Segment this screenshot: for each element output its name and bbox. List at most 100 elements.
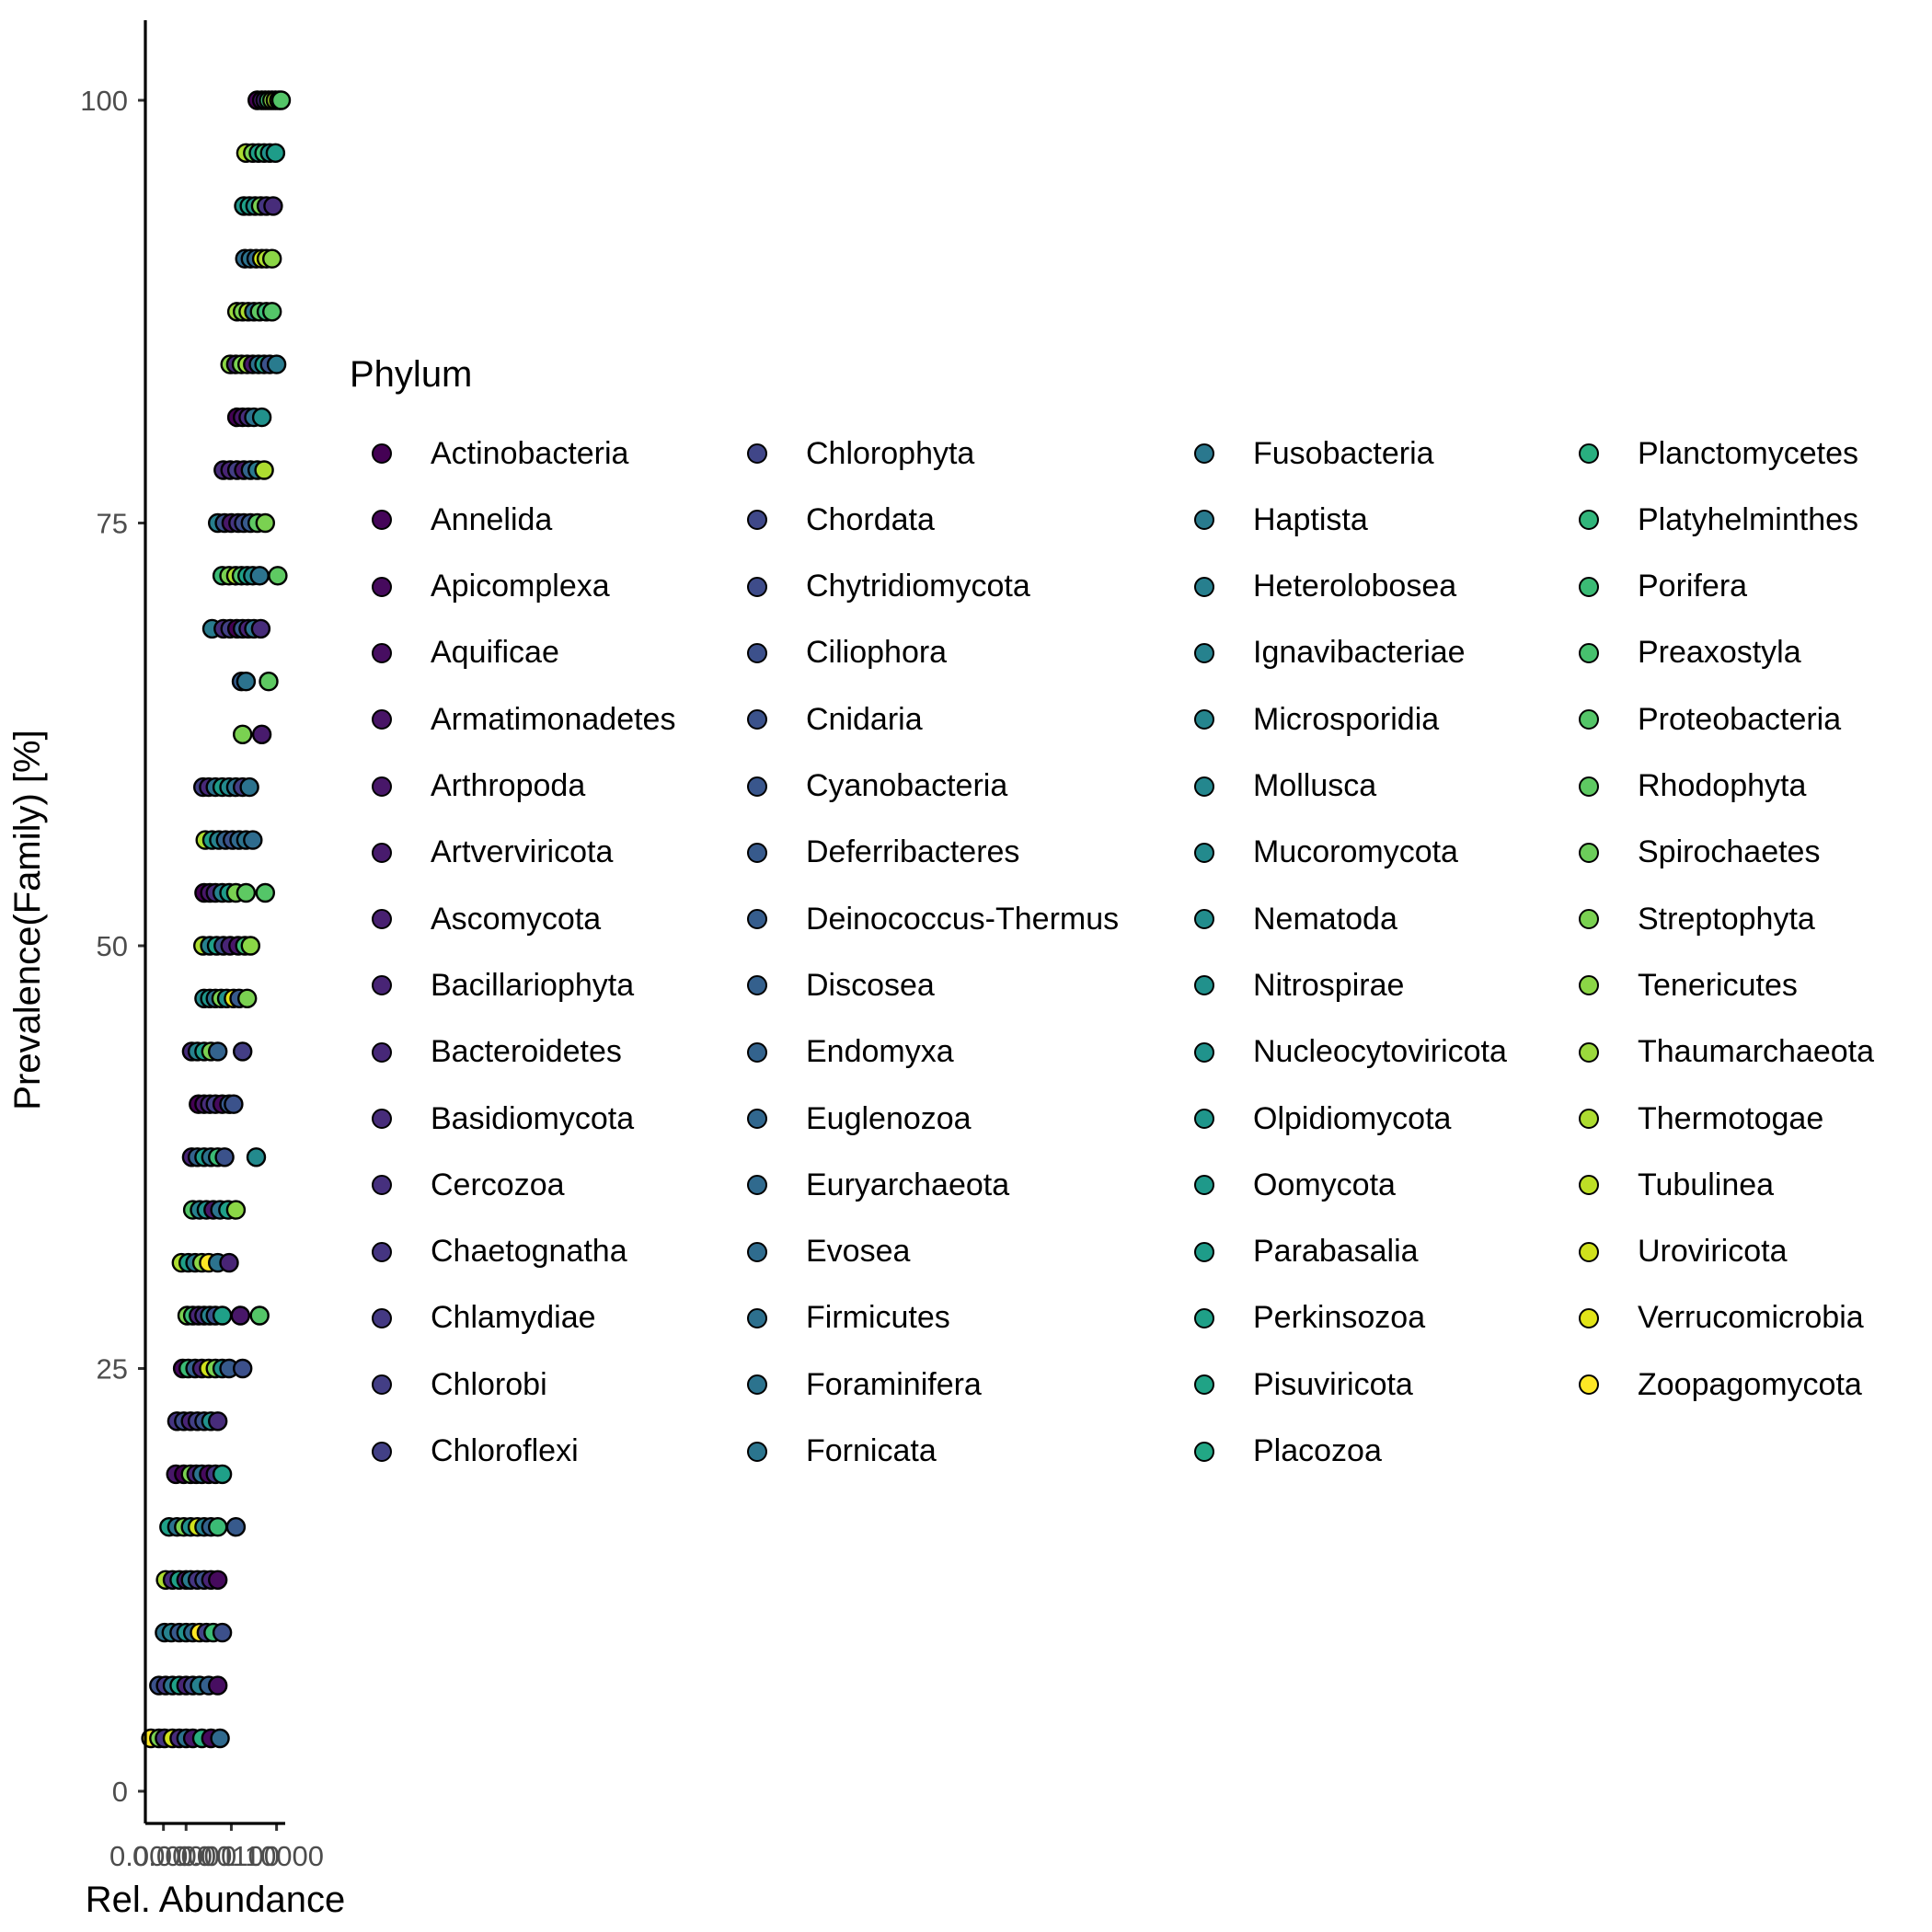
legend-entry: Pisuviricota — [1172, 1357, 1413, 1412]
legend-key-dot — [1579, 576, 1599, 597]
legend-entry: Thermotogae — [1557, 1091, 1823, 1146]
legend-entry: Fusobacteria — [1172, 426, 1434, 481]
legend-key-dot — [372, 1374, 392, 1396]
legend-label: Chaetognatha — [431, 1234, 627, 1270]
x-axis-title: Rel. Abundance — [86, 1880, 345, 1920]
legend-label: Olpidiomycota — [1253, 1100, 1452, 1136]
legend-key-dot — [747, 1441, 767, 1462]
legend-key-dot — [1579, 909, 1599, 930]
legend-entry: Thaumarchaeota — [1557, 1025, 1874, 1080]
legend-label: Annelida — [431, 501, 553, 537]
data-point — [251, 407, 272, 428]
legend-key-dot — [1194, 975, 1214, 996]
legend-entry: Rhodophyta — [1557, 759, 1806, 814]
legend-entry: Verrucomicrobia — [1557, 1291, 1864, 1346]
legend-key-dot — [1579, 1109, 1599, 1129]
legend-key-dot — [372, 842, 392, 863]
legend-entry: Tubulinea — [1557, 1157, 1774, 1213]
legend-label: Arthropoda — [431, 768, 586, 803]
legend-key-dot — [747, 576, 767, 597]
legend-key-dot — [372, 642, 392, 663]
legend-key-dot — [747, 642, 767, 663]
legend-entry: Heterolobosea — [1172, 559, 1456, 615]
legend-entry: Chaetognatha — [350, 1225, 627, 1280]
legend-key-dot — [747, 1041, 767, 1063]
legend-key-dot — [747, 842, 767, 863]
data-point — [224, 1094, 244, 1114]
legend-key-dot — [747, 510, 767, 531]
legend-entry: Ignavibacteriae — [1172, 626, 1466, 681]
data-point — [250, 618, 271, 639]
legend-key-dot — [747, 776, 767, 797]
legend-key-dot — [1194, 709, 1214, 730]
data-point — [233, 724, 253, 744]
legend-label: Chlorophyta — [806, 435, 975, 471]
legend-label: Armatimonadetes — [431, 701, 676, 737]
legend-key-dot — [372, 1307, 392, 1328]
y-tick-label: 25 — [97, 1353, 128, 1386]
legend-label: Cnidaria — [806, 701, 923, 737]
legend-entry: Ciliophora — [725, 626, 947, 681]
data-point — [210, 1728, 230, 1749]
y-tick-label: 100 — [80, 85, 128, 117]
legend-label: Ascomycota — [431, 901, 602, 937]
legend-label: Uroviricota — [1638, 1234, 1788, 1270]
legend-label: Haptista — [1253, 501, 1368, 537]
legend-key-dot — [372, 576, 392, 597]
legend-label: Mucoromycota — [1253, 834, 1458, 870]
legend-label: Chordata — [806, 501, 935, 537]
legend: Phylum Actinobacteria Annelida Apicomplexa… — [350, 354, 1914, 1495]
legend-label: Euglenozoa — [806, 1100, 972, 1136]
data-point — [233, 1358, 253, 1379]
legend-key-dot — [1579, 1175, 1599, 1196]
legend-key-dot — [1194, 443, 1214, 464]
legend-entry: Chordata — [725, 492, 935, 547]
data-point — [251, 724, 272, 744]
legend-entry: Cyanobacteria — [725, 759, 1007, 814]
legend-entry: Olpidiomycota — [1172, 1091, 1451, 1146]
legend-label: Thaumarchaeota — [1638, 1034, 1875, 1070]
legend-entry: Streptophyta — [1557, 891, 1815, 947]
legend-entry: Armatimonadetes — [350, 692, 675, 747]
legend-key-dot — [1194, 1175, 1214, 1196]
data-point — [212, 1305, 233, 1326]
legend-entry: Proteobacteria — [1557, 692, 1841, 747]
legend-label: Ignavibacteriae — [1253, 635, 1466, 671]
legend-entry: Euglenozoa — [725, 1091, 972, 1146]
legend-entry: Deinococcus-Thermus — [725, 891, 1119, 947]
y-tick-label: 0 — [112, 1776, 128, 1808]
legend-label: Nucleocytoviricota — [1253, 1034, 1507, 1070]
legend-entry: Nematoda — [1172, 891, 1397, 947]
legend-entry: Mollusca — [1172, 759, 1376, 814]
legend-entry: Porifera — [1557, 559, 1747, 615]
legend-label: Microsporidia — [1253, 701, 1440, 737]
legend-label: Porifera — [1638, 569, 1748, 604]
legend-key-dot — [372, 776, 392, 797]
legend-entry: Oomycota — [1172, 1157, 1396, 1213]
data-point — [265, 143, 286, 164]
legend-label: Chlorobi — [431, 1366, 547, 1402]
legend-entry: Bacteroidetes — [350, 1025, 622, 1080]
legend-key-dot — [1194, 1374, 1214, 1396]
legend-entry: Foraminifera — [725, 1357, 982, 1412]
legend-key-dot — [1194, 909, 1214, 930]
y-tick-label: 75 — [97, 508, 128, 540]
legend-key-dot — [747, 1175, 767, 1196]
legend-entry: Chloroflexi — [350, 1424, 579, 1479]
legend-label: Apicomplexa — [431, 569, 610, 604]
legend-label: Bacteroidetes — [431, 1034, 622, 1070]
legend-entry: Apicomplexa — [350, 559, 610, 615]
legend-label: Evosea — [806, 1234, 911, 1270]
data-point — [233, 1041, 253, 1062]
legend-key-dot — [1579, 443, 1599, 464]
legend-label: Rhodophyta — [1638, 768, 1807, 803]
legend-entry: Euryarchaeota — [725, 1157, 1009, 1213]
legend-entry: Cnidaria — [725, 692, 923, 747]
legend-key-dot — [1194, 1307, 1214, 1328]
legend-key-dot — [1194, 1441, 1214, 1462]
legend-label: Zoopagomycota — [1638, 1366, 1862, 1402]
legend-key-dot — [372, 1175, 392, 1196]
legend-key-dot — [372, 510, 392, 531]
x-tick-label: 0.00100 — [177, 1840, 280, 1872]
